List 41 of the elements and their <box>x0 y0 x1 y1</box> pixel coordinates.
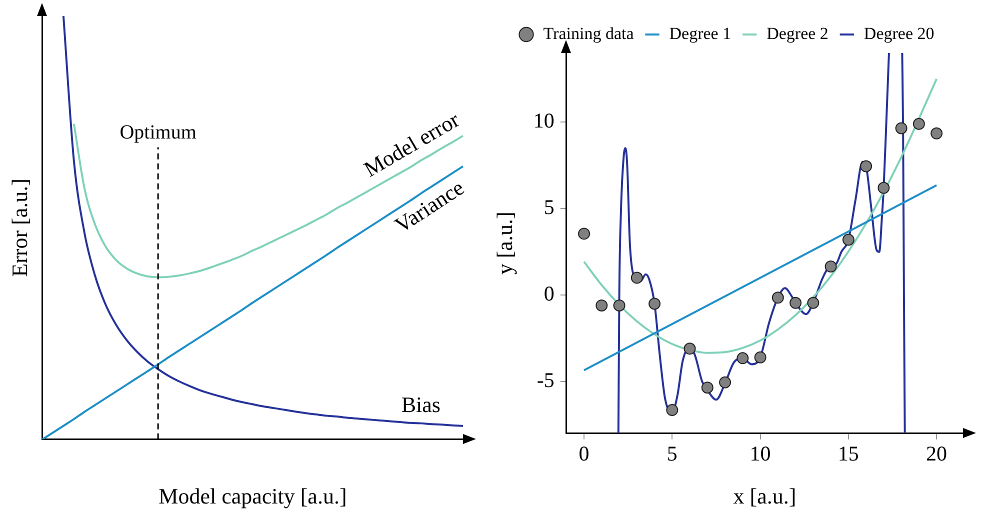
legend-label: Degree 20 <box>864 24 934 43</box>
point <box>666 404 678 416</box>
point <box>648 298 661 310</box>
series-label: Bias <box>401 392 441 418</box>
x-axis-title: x [a.u.] <box>733 484 796 509</box>
point <box>772 292 784 304</box>
y-axis-title: y [a.u.] <box>492 212 517 275</box>
legend-label: Degree 1 <box>669 24 732 43</box>
point <box>596 299 608 312</box>
point <box>860 160 872 172</box>
y-tick-label: 0 <box>544 282 554 306</box>
point <box>930 127 943 140</box>
point <box>630 272 643 284</box>
point <box>790 296 802 309</box>
point <box>807 296 820 309</box>
x-tick-label: 10 <box>750 442 771 466</box>
point <box>895 122 908 134</box>
point <box>719 376 732 388</box>
y-tick-label: 5 <box>544 195 554 220</box>
x-axis-title: Model capacity [a.u.] <box>158 484 347 509</box>
x-tick-label: 20 <box>926 442 948 466</box>
legend-label: Training data <box>543 24 634 43</box>
point <box>878 182 890 194</box>
x-tick-label: 0 <box>578 442 590 466</box>
y-tick-label: -5 <box>536 368 554 392</box>
point <box>578 228 590 240</box>
y-axis-title: Error [a.u.] <box>6 178 32 277</box>
y-tick-label: 10 <box>533 108 554 133</box>
point <box>824 260 837 273</box>
line-series <box>583 78 938 354</box>
point <box>912 118 925 130</box>
annotation: Optimum <box>120 122 197 144</box>
point <box>754 351 766 364</box>
point <box>842 234 854 246</box>
point <box>684 342 696 355</box>
point <box>613 299 626 312</box>
point <box>701 382 714 394</box>
point <box>736 352 749 364</box>
x-tick-label: 5 <box>666 442 678 466</box>
legend-label: Degree 2 <box>766 24 828 43</box>
x-tick-label: 15 <box>838 442 859 466</box>
